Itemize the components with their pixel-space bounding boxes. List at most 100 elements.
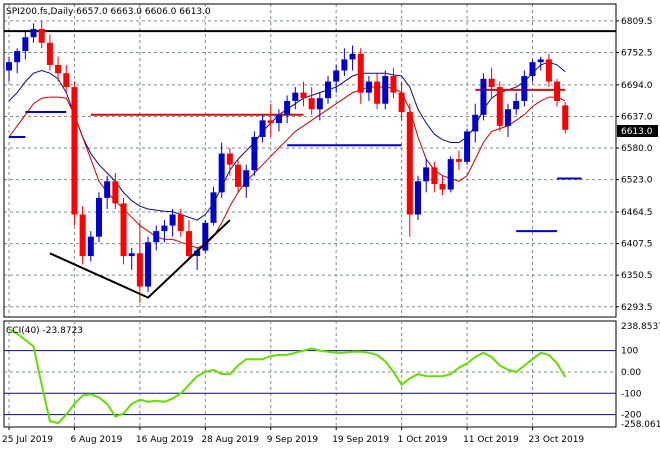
candle-body bbox=[545, 59, 552, 82]
chart-header: SPI200.fs,Daily 6657.0 6663.0 6606.0 661… bbox=[6, 7, 211, 17]
price-tick-label: 6752.5 bbox=[621, 48, 653, 58]
current-price-label: 6613.0 bbox=[621, 127, 653, 137]
candle-body bbox=[464, 131, 471, 162]
candle-body bbox=[300, 92, 307, 99]
candle-body bbox=[431, 167, 438, 185]
candle-body bbox=[284, 100, 291, 115]
cci-panel: CCI(40) -23.8723 238.8537 100 0.00 -100 -200… bbox=[3, 320, 660, 430]
candle-body bbox=[472, 114, 479, 132]
candle-body bbox=[136, 253, 143, 287]
candle-body bbox=[218, 153, 225, 193]
price-axis: 6809.5 6752.5 6694.0 6637.0 6580.0 6523.0 6464… bbox=[616, 17, 653, 313]
candle-body bbox=[365, 81, 372, 93]
candle-body bbox=[14, 51, 21, 63]
candle-body bbox=[145, 242, 152, 287]
candles bbox=[6, 20, 569, 304]
candle-body bbox=[357, 53, 364, 93]
x-tick-label: 6 Aug 2019 bbox=[70, 435, 122, 445]
cci-tick-label: 0.00 bbox=[621, 368, 641, 378]
candle-body bbox=[153, 231, 160, 243]
candle-body bbox=[504, 109, 511, 126]
price-panel-border bbox=[3, 3, 617, 318]
candle-body bbox=[341, 59, 348, 71]
x-tick-label: 9 Sep 2019 bbox=[267, 435, 319, 445]
candle-body bbox=[6, 62, 12, 71]
cci-title: CCI(40) -23.8723 bbox=[6, 326, 83, 336]
cci-axis: 238.8537 100 0.00 -100 -200-258.0615 bbox=[621, 322, 660, 430]
candle-body bbox=[112, 181, 119, 204]
candle-body bbox=[488, 78, 495, 88]
candle-body bbox=[202, 222, 209, 251]
candle-body bbox=[562, 105, 569, 130]
cci-level-lines bbox=[4, 350, 616, 416]
current-price-tag bbox=[617, 125, 658, 137]
trend-line-path bbox=[49, 219, 231, 299]
cci-tick-label: -258.0615 bbox=[621, 420, 660, 430]
candle-body bbox=[177, 214, 184, 232]
candle-body bbox=[267, 120, 274, 124]
candle-body bbox=[415, 181, 421, 215]
x-tick-label: 11 Oct 2019 bbox=[463, 435, 519, 445]
candle-body bbox=[333, 70, 340, 82]
candle-body bbox=[226, 153, 233, 165]
candle-body bbox=[521, 76, 528, 101]
candle-body bbox=[210, 192, 217, 223]
candle-body bbox=[398, 92, 405, 113]
candle-body bbox=[120, 203, 127, 257]
price-tick-label: 6523.0 bbox=[621, 176, 653, 186]
candle-body bbox=[95, 197, 102, 237]
candle-body bbox=[390, 76, 397, 93]
cci-panel-border bbox=[3, 320, 617, 428]
candle-body bbox=[275, 114, 282, 124]
price-tick-label: 6809.5 bbox=[621, 17, 653, 27]
candle-body bbox=[513, 100, 520, 110]
price-panel: SPI200.fs,Daily 6657.0 6663.0 6606.0 661… bbox=[3, 3, 658, 318]
x-tick-label: 25 Jul 2019 bbox=[2, 435, 53, 445]
candle-body bbox=[71, 87, 78, 215]
candle-body bbox=[439, 184, 446, 190]
candle-body bbox=[185, 231, 192, 257]
candle-body bbox=[79, 214, 86, 257]
x-tick-label: 1 Oct 2019 bbox=[398, 435, 448, 445]
cci-tick-label: -200 bbox=[621, 411, 642, 421]
candle-body bbox=[480, 78, 487, 115]
candle-body bbox=[406, 112, 413, 215]
candle-body bbox=[349, 53, 356, 60]
candle-body bbox=[529, 62, 536, 77]
candle-body bbox=[128, 253, 135, 257]
candle-body bbox=[308, 98, 315, 110]
cci-line bbox=[8, 328, 567, 425]
candle-body bbox=[243, 170, 250, 187]
cci-tick-label: 238.8537 bbox=[621, 322, 660, 332]
candle-body bbox=[22, 37, 29, 52]
candle-body bbox=[537, 59, 544, 63]
candle-body bbox=[46, 42, 53, 65]
candle-body bbox=[325, 81, 332, 99]
price-tick-label: 6407.5 bbox=[621, 240, 653, 250]
candle-body bbox=[63, 73, 70, 88]
candle-body bbox=[292, 92, 299, 101]
candle-body bbox=[251, 136, 258, 171]
candle-body bbox=[496, 87, 503, 126]
cci-tick-label: 100 bbox=[621, 347, 638, 357]
candle-body bbox=[447, 159, 454, 190]
price-tick-label: 6350.5 bbox=[621, 271, 653, 281]
x-tick-label: 23 Oct 2019 bbox=[529, 435, 585, 445]
candle-body bbox=[104, 181, 111, 198]
x-axis: 25 Jul 2019 6 Aug 2019 16 Aug 2019 28 Aug 2… bbox=[2, 427, 584, 445]
price-tick-label: 6637.0 bbox=[621, 112, 653, 122]
candle-body bbox=[455, 159, 462, 162]
lower-band-line bbox=[8, 86, 566, 249]
candle-body bbox=[30, 28, 37, 38]
candle-body bbox=[554, 81, 561, 101]
candle-body bbox=[55, 64, 62, 74]
x-tick-label: 28 Aug 2019 bbox=[201, 435, 259, 445]
candle-body bbox=[259, 120, 266, 137]
candle-body bbox=[235, 164, 242, 187]
x-tick-label: 19 Sep 2019 bbox=[332, 435, 389, 445]
candle-body bbox=[423, 167, 430, 182]
candle-body bbox=[38, 28, 45, 43]
price-tick-label: 6580.0 bbox=[621, 144, 653, 154]
candle-body bbox=[169, 214, 176, 226]
